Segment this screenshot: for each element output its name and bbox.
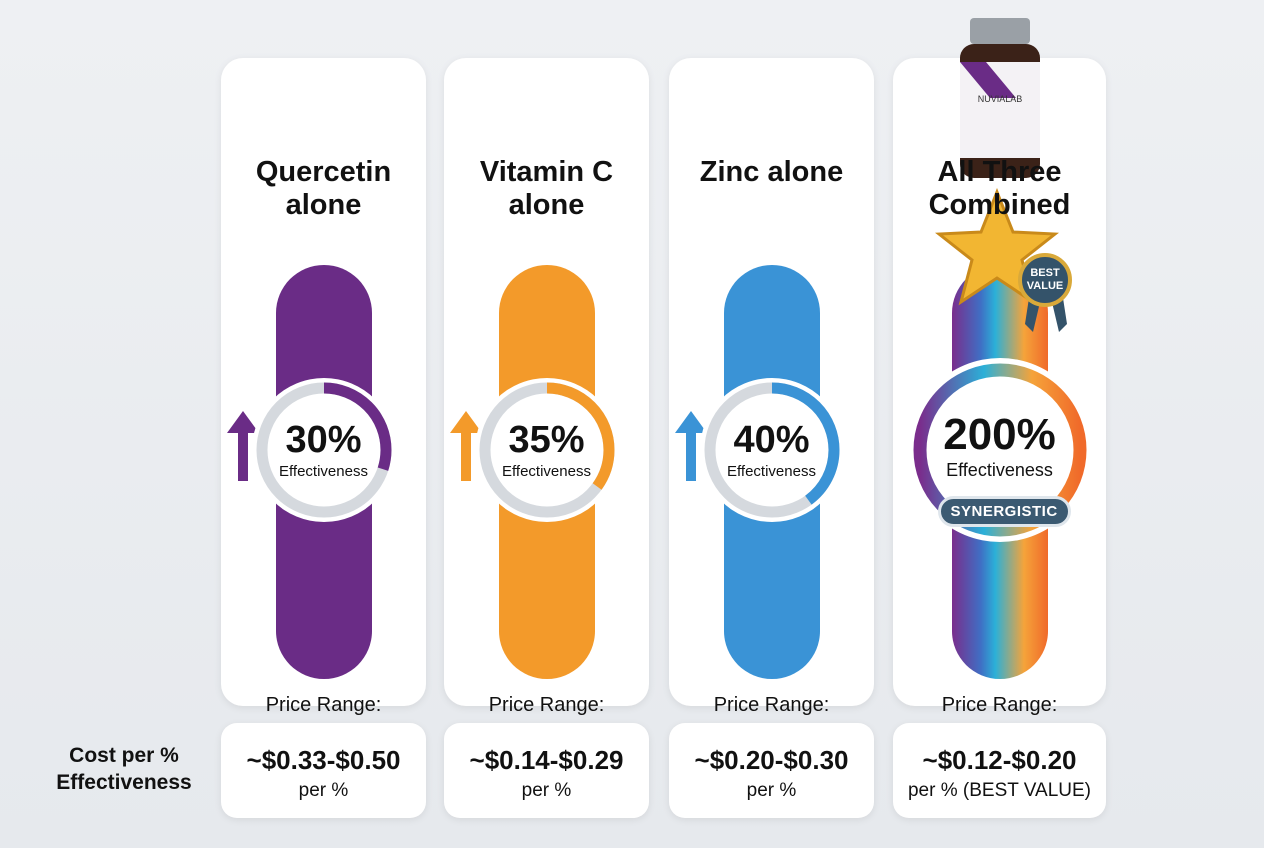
effectiveness-arc [704, 382, 839, 518]
cost-value: ~$0.12-$0.20 [922, 745, 1077, 775]
card-title: Vitamin C alone [479, 156, 614, 221]
supplement-bottle-image: NUVIALAB [956, 18, 1044, 180]
effectiveness-ring: 40% Effectiveness [697, 375, 847, 525]
card-3: Zinc alone 40% Effectiveness Price Range:… [669, 58, 874, 745]
effectiveness-arc [479, 382, 614, 518]
cost-value: ~$0.33-$0.50 [246, 745, 401, 775]
cost-card-4: ~$0.12-$0.20 per % (BEST VALUE) [893, 723, 1106, 818]
arrow-up-icon [675, 411, 707, 481]
price-range-label: Price Range: [713, 694, 830, 716]
cost-value: ~$0.14-$0.29 [469, 745, 624, 775]
cost-unit: per % [746, 780, 797, 801]
card-2: Vitamin C alone 35% Effectiveness Price R… [444, 58, 649, 745]
cost-card-2: ~$0.14-$0.29 per % [444, 723, 649, 818]
cost-row-label: Cost per % Effectiveness [56, 744, 192, 794]
effectiveness-ring: 30% Effectiveness [249, 375, 399, 525]
cost-unit: per % (BEST VALUE) [907, 780, 1092, 801]
effectiveness-arc [256, 382, 391, 518]
arrow-up-icon [227, 411, 259, 481]
card-title: Zinc alone [699, 156, 844, 188]
price-range-label: Price Range: [941, 694, 1058, 716]
effectiveness-ring: 35% Effectiveness [472, 375, 622, 525]
effectiveness-label: Effectiveness [946, 460, 1053, 480]
price-range-label: Price Range: [265, 694, 382, 716]
arrow-up-icon [450, 411, 482, 481]
card-1: Quercetin alone 30% Effectiveness Price R… [221, 58, 426, 745]
synergistic-badge: SYNERGISTIC [937, 496, 1071, 527]
ribbon-icon [1021, 298, 1071, 339]
card-title: Quercetin alone [255, 156, 392, 221]
effectiveness-label: Effectiveness [727, 463, 816, 480]
star-icon [934, 187, 1060, 311]
cost-value: ~$0.20-$0.30 [694, 745, 849, 775]
effectiveness-value: 40% [733, 419, 810, 461]
effectiveness-label: Effectiveness [502, 463, 591, 480]
cost-card-3: ~$0.20-$0.30 per % [669, 723, 874, 818]
cost-unit: per % [298, 780, 349, 801]
effectiveness-label: Effectiveness [279, 463, 368, 480]
effectiveness-value: 30% [285, 419, 362, 461]
effectiveness-value: 35% [508, 419, 585, 461]
card-title: All Three Combined [928, 156, 1071, 221]
card-4: All Three Combined 200% Effectiveness SY… [893, 58, 1106, 745]
price-range-label: Price Range: [488, 694, 605, 716]
svg-text:NUVIALAB: NUVIALAB [978, 94, 1023, 104]
best-value-seal: BEST VALUE [1018, 253, 1072, 307]
cost-unit: per % [521, 780, 572, 801]
cost-card-1: ~$0.33-$0.50 per % [221, 723, 426, 818]
effectiveness-value: 200% [943, 410, 1056, 459]
